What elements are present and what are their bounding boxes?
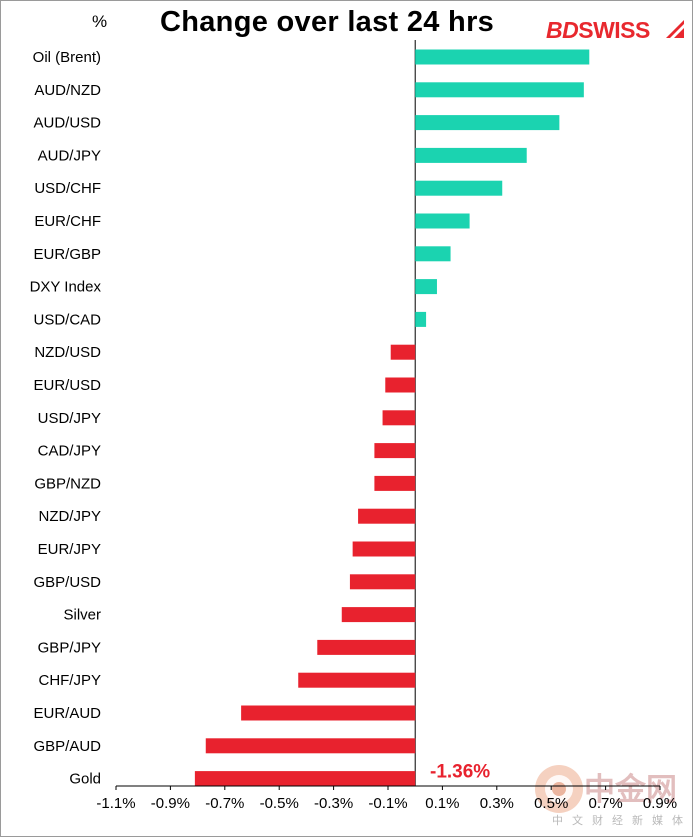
bar xyxy=(317,639,416,655)
category-label: USD/JPY xyxy=(38,410,101,427)
bar xyxy=(194,771,416,787)
x-tick-label: -0.7% xyxy=(205,795,244,812)
bar xyxy=(382,410,416,426)
category-label: GBP/NZD xyxy=(34,475,101,492)
category-label: USD/CHF xyxy=(34,180,101,197)
data-label-annotation: -1.36% xyxy=(430,762,490,783)
bar xyxy=(415,279,437,295)
brand-logo: BDSWISS xyxy=(546,17,650,44)
category-label: EUR/JPY xyxy=(38,541,101,558)
chart-title: Change over last 24 hrs xyxy=(160,6,495,38)
category-label: GBP/AUD xyxy=(33,738,101,755)
bar xyxy=(415,82,584,98)
bar xyxy=(349,574,416,590)
category-label: USD/CAD xyxy=(33,311,101,328)
category-label: Gold xyxy=(69,771,101,788)
category-label: EUR/CHF xyxy=(34,213,101,230)
x-tick-label: 0.5% xyxy=(534,795,568,812)
category-label: DXY Index xyxy=(30,279,102,296)
brand-prefix: BD xyxy=(546,17,579,43)
x-tick-label: 0.7% xyxy=(588,795,622,812)
watermark-subtext: 中文财经新媒体 xyxy=(552,815,692,827)
bar xyxy=(341,607,416,623)
bar xyxy=(415,246,451,262)
brand-suffix: SWISS xyxy=(578,17,650,43)
bar xyxy=(415,147,527,163)
unit-label: % xyxy=(92,12,108,31)
x-tick-label: -0.3% xyxy=(314,795,353,812)
bar xyxy=(390,344,416,360)
bar xyxy=(415,311,427,327)
x-tick-label: 0.3% xyxy=(480,795,514,812)
bar xyxy=(415,115,560,131)
bar xyxy=(205,738,416,754)
watermark-text: 中金网 xyxy=(584,772,677,807)
bar xyxy=(298,672,416,688)
x-tick-label: 0.1% xyxy=(425,795,459,812)
category-label: GBP/USD xyxy=(33,574,101,591)
category-label: Silver xyxy=(63,607,101,624)
bar xyxy=(241,705,416,721)
x-tick-label: -0.5% xyxy=(260,795,299,812)
category-label: EUR/GBP xyxy=(33,246,101,263)
category-label: GBP/JPY xyxy=(38,639,101,656)
category-label: Oil (Brent) xyxy=(33,49,101,66)
category-label: EUR/USD xyxy=(33,377,101,394)
x-tick-label: 0.9% xyxy=(643,795,677,812)
bar xyxy=(415,49,590,65)
x-tick-label: -1.1% xyxy=(96,795,135,812)
category-label: CHF/JPY xyxy=(38,672,101,689)
category-label: EUR/AUD xyxy=(33,705,101,722)
bar xyxy=(415,213,470,229)
x-tick-label: -0.9% xyxy=(151,795,190,812)
bar xyxy=(415,180,503,196)
bar xyxy=(352,541,416,557)
category-label: CAD/JPY xyxy=(38,443,101,460)
category-label: NZD/JPY xyxy=(38,508,101,525)
category-label: AUD/USD xyxy=(33,115,101,132)
category-label: NZD/USD xyxy=(34,344,101,361)
bar xyxy=(374,443,416,459)
category-label: AUD/NZD xyxy=(34,82,101,99)
category-label: AUD/JPY xyxy=(38,147,101,164)
x-tick-label: -0.1% xyxy=(368,795,407,812)
brand-arrow-icon xyxy=(666,20,684,38)
bar xyxy=(374,475,416,491)
bar xyxy=(385,377,416,393)
bar xyxy=(358,508,416,524)
